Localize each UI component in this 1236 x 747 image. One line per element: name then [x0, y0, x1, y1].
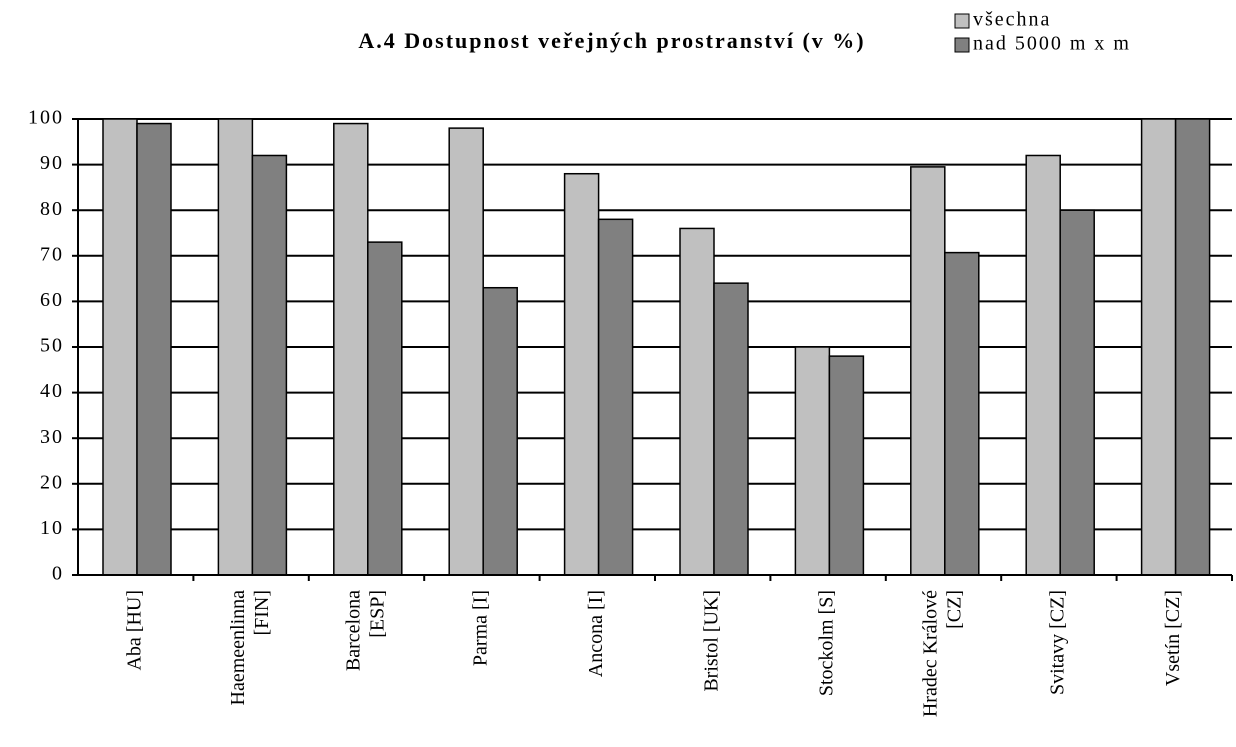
bar: [1025, 154, 1061, 576]
bar: [136, 122, 172, 576]
y-tick-label: 80: [40, 198, 64, 220]
y-tick-label: 60: [40, 289, 64, 311]
y-tick-label: 40: [40, 380, 64, 402]
bar: [597, 218, 634, 576]
x-tick-label: Bristol [UK]: [700, 590, 722, 692]
bar: [910, 166, 946, 576]
x-tick-label: Svitavy [CZ]: [1046, 590, 1068, 695]
x-tick-label: Vsetín [CZ]: [1162, 590, 1184, 686]
legend-label: všechna: [973, 9, 1051, 31]
bar: [828, 355, 865, 576]
bar: [679, 227, 715, 576]
chart-title: A.4 Dostupnost veřejných prostranství (v…: [358, 28, 865, 53]
bar: [1059, 209, 1095, 576]
x-tick-label: Haemeenlinna [FIN]: [227, 590, 273, 706]
legend-swatch: [954, 13, 970, 29]
bar: [794, 346, 831, 576]
y-tick-label: 50: [40, 335, 64, 357]
bar: [713, 282, 749, 576]
bar: [333, 122, 369, 576]
x-tick-label: Barcelona [ESP]: [342, 590, 388, 671]
x-tick-label: Aba [HU]: [123, 590, 145, 671]
y-tick-label: 90: [40, 152, 64, 174]
bar: [482, 286, 518, 576]
bar: [944, 251, 980, 576]
bar: [217, 118, 254, 576]
bar: [563, 172, 600, 576]
y-tick-label: 100: [28, 107, 64, 129]
y-tick-label: 70: [40, 243, 64, 265]
bar: [448, 127, 484, 576]
x-tick-label: Ancona [I]: [585, 590, 607, 677]
bar: [251, 154, 288, 576]
y-tick-label: 20: [40, 471, 64, 493]
y-tick-label: 30: [40, 426, 64, 448]
x-tick-label: Parma [I]: [469, 590, 491, 666]
x-tick-label: Stockolm [S]: [816, 590, 838, 696]
legend-label: nad 5000 m x m: [973, 33, 1131, 55]
legend-swatch: [954, 37, 970, 53]
y-tick-label: 10: [40, 517, 64, 539]
bar: [1174, 118, 1211, 576]
y-tick-label: 0: [52, 563, 64, 585]
x-tick-label: Hradec Králové [CZ]: [919, 590, 965, 717]
bar: [367, 241, 403, 576]
bar: [102, 118, 138, 576]
bar: [1140, 118, 1177, 576]
